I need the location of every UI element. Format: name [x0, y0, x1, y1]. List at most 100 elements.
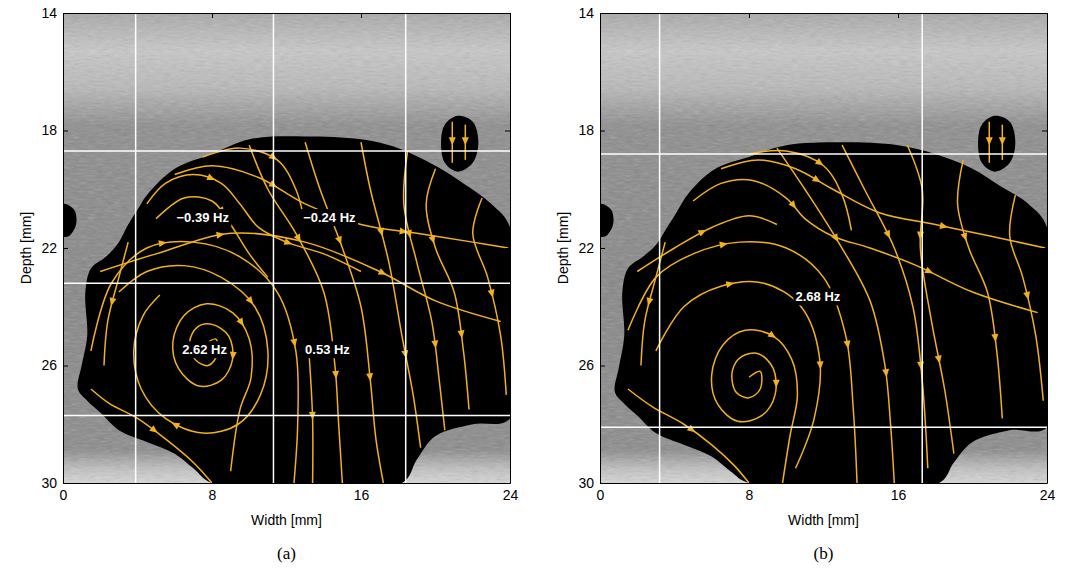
streamline-arrow	[366, 373, 374, 382]
tick: 22	[578, 240, 605, 256]
plot-area	[600, 13, 1047, 483]
axis: 081624	[597, 478, 1056, 503]
tick-label: 30	[41, 475, 57, 491]
tick-mark	[898, 13, 899, 18]
tick-mark	[505, 248, 510, 249]
streamline	[175, 166, 508, 248]
tick-label: 14	[578, 5, 594, 21]
streamline	[147, 175, 361, 272]
streamline-arrow	[815, 158, 826, 168]
flow-region	[63, 204, 77, 237]
panel-caption: (b)	[814, 544, 834, 563]
streamline-arrow	[935, 355, 943, 364]
streamline-arrow	[236, 318, 246, 328]
streamline-arrow	[991, 334, 999, 343]
tick-mark	[63, 248, 68, 249]
tick-mark	[1042, 483, 1047, 484]
streamline	[404, 151, 445, 430]
axis-line	[601, 483, 1048, 484]
tick-mark	[600, 248, 605, 249]
streamline	[712, 330, 798, 483]
partition-line	[63, 415, 510, 417]
streamline-arrow	[216, 230, 225, 238]
axis-title: Width [mm]	[788, 512, 859, 528]
tick-label: 22	[578, 240, 594, 256]
streamline-arrow	[294, 234, 304, 244]
streamline-arrow	[458, 330, 466, 339]
flow-region	[441, 116, 478, 172]
streamline-arrow	[726, 280, 735, 288]
streamline-arrow	[149, 425, 160, 435]
streamline-arrow	[924, 267, 934, 277]
streamline-arrow	[767, 331, 778, 341]
axis-line	[64, 483, 511, 484]
panel-caption: (a)	[277, 544, 296, 563]
tick: 14	[578, 5, 605, 21]
streamline-arrow	[698, 227, 708, 237]
tick-mark	[361, 13, 362, 18]
partition-line	[405, 13, 407, 483]
tick: 22	[41, 240, 68, 256]
tick-label: 16	[354, 487, 370, 503]
streamline-arrow	[449, 137, 456, 145]
tick: 30	[41, 475, 68, 491]
streamline-arrow	[986, 137, 993, 145]
partition-line	[921, 13, 923, 483]
tick-mark	[63, 366, 68, 367]
figure: −0.39 Hz−0.24 Hz2.62 Hz0.53 Hz0816241418…	[0, 0, 1087, 576]
tick-mark	[749, 478, 750, 483]
streamline-arrow	[961, 232, 970, 242]
streamline-arrow	[431, 340, 439, 349]
tick-mark	[505, 13, 510, 14]
partition-line	[135, 13, 137, 483]
annotation: 0.53 Hz	[303, 341, 352, 358]
axis	[64, 13, 511, 18]
tick: 14	[41, 5, 68, 21]
tick: 18	[41, 122, 68, 138]
tick: 26	[41, 357, 68, 373]
streamline-arrow	[246, 296, 256, 307]
tick	[505, 248, 510, 249]
tick-mark	[600, 131, 605, 132]
streamline	[104, 242, 128, 365]
streamline	[656, 282, 821, 469]
streamline	[91, 389, 212, 483]
streamline	[637, 216, 777, 272]
annotation-text: −0.39 Hz	[176, 210, 229, 225]
streamline	[693, 180, 1038, 313]
tick	[505, 366, 510, 367]
streamline-arrow	[844, 340, 852, 349]
tick: 16	[891, 478, 907, 503]
tick: 30	[578, 475, 605, 491]
tick: 26	[578, 357, 605, 373]
partition-line	[63, 283, 510, 285]
tick-label: 8	[746, 487, 754, 503]
panel: −0.39 Hz−0.24 Hz2.62 Hz0.53 Hz0816241418…	[18, 5, 521, 563]
axis-title: Width [mm]	[251, 512, 322, 528]
streamline	[749, 151, 851, 231]
tick-mark	[212, 13, 213, 18]
tick-mark	[63, 13, 68, 14]
streamline-arrow	[817, 361, 824, 369]
axis-title: Depth [mm]	[555, 212, 571, 284]
tick-label: 22	[41, 240, 57, 256]
panel: 2.68 Hz0816241418222630Width [mm]Depth […	[555, 5, 1059, 563]
tick-label: 18	[578, 122, 594, 138]
streamline-arrow	[488, 289, 497, 298]
annotation-patch	[794, 288, 843, 305]
tick-mark	[600, 13, 605, 14]
tick-label: 26	[578, 357, 594, 373]
streamline-arrow	[719, 240, 728, 248]
tick-mark	[600, 483, 605, 484]
tick-mark	[505, 483, 510, 484]
tick-label: 0	[60, 487, 68, 503]
tick	[1042, 13, 1047, 14]
streamline	[119, 265, 268, 433]
streamline-arrow	[290, 339, 298, 348]
plot-area	[63, 13, 510, 483]
tick-mark	[1042, 248, 1047, 249]
tick-mark	[212, 478, 213, 483]
tick	[1042, 483, 1047, 484]
annotation-text: 0.53 Hz	[305, 342, 350, 357]
streamline	[173, 304, 253, 472]
